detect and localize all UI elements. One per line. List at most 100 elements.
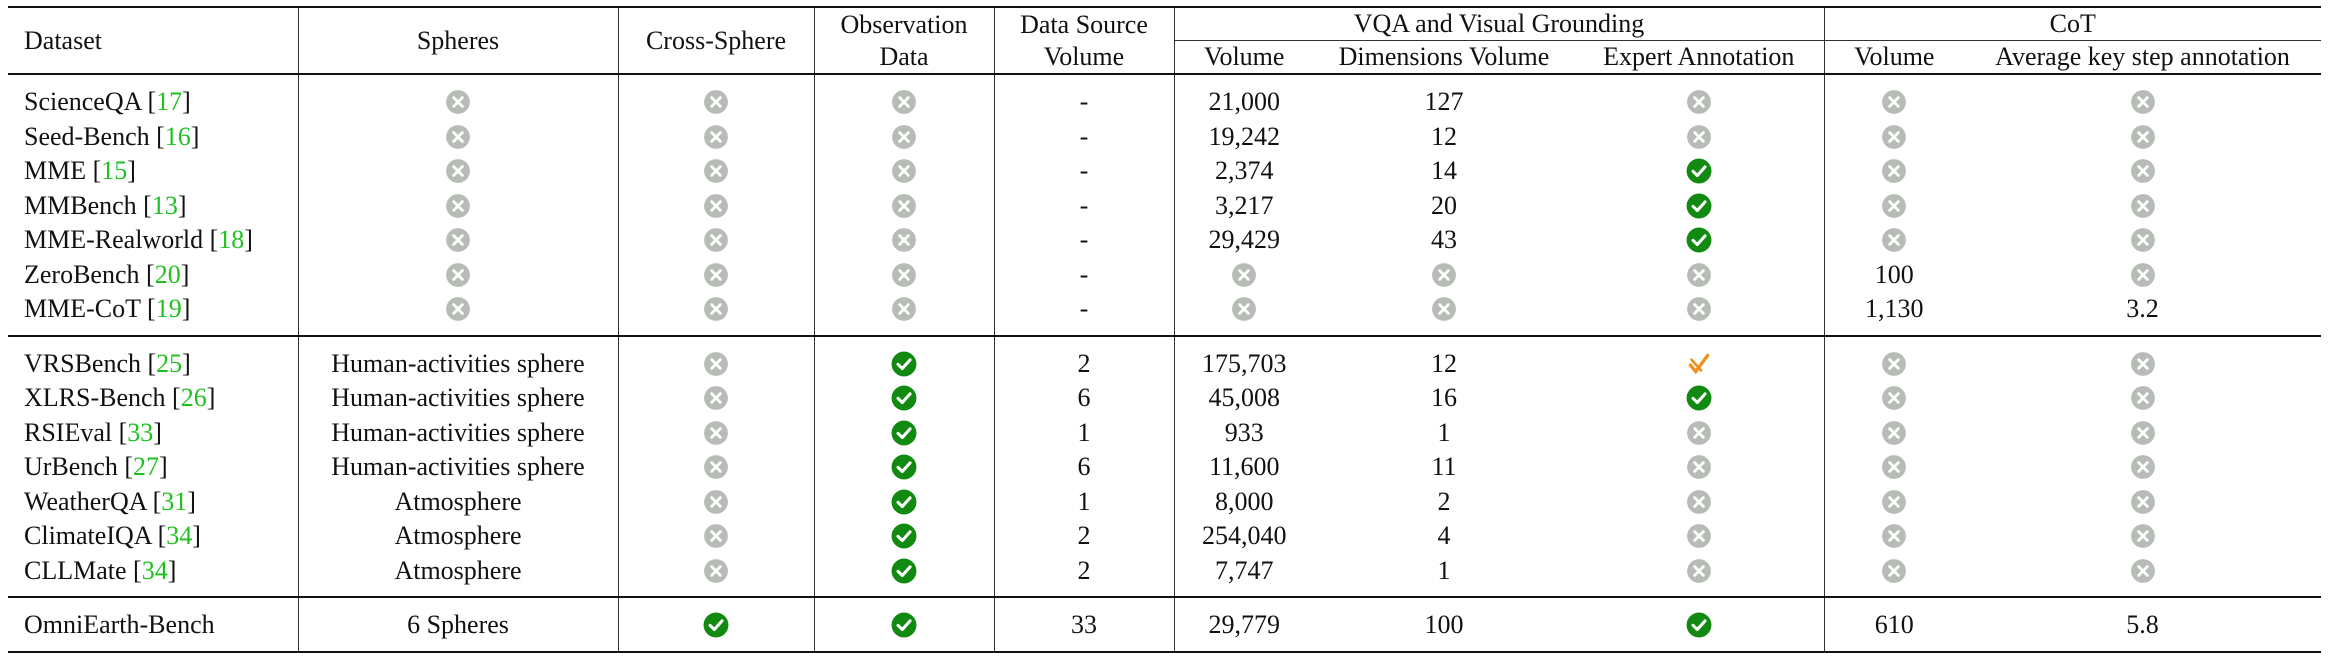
observation-data-cell: [814, 223, 995, 258]
observation-data-cell: [814, 188, 995, 223]
average-key-step-cell: [1964, 416, 2321, 451]
circle-x-icon: [445, 262, 471, 288]
dataset-name-cell: VRSBench [25]: [8, 334, 299, 381]
observation-data-cell: [814, 484, 995, 519]
circle-x-icon: [1686, 296, 1712, 322]
cot-volume-cell: 610: [1824, 596, 1965, 653]
dataset-name: OmniEarth-Bench: [24, 610, 215, 640]
header-vqa-group: VQA and Visual Grounding: [1174, 6, 1825, 41]
circle-x-icon: [1231, 296, 1257, 322]
data-source-volume-value: -: [1079, 190, 1089, 220]
vqa-volume-cell: 8,000: [1174, 485, 1314, 520]
table-row: Seed-Bench [16] - 19,242 12: [8, 119, 2321, 155]
spheres-cell: Human-activities sphere: [298, 415, 619, 450]
citation-link[interactable]: 18: [218, 225, 245, 255]
circle-x-icon: [891, 124, 917, 150]
dimensions-volume-cell: 16: [1314, 381, 1574, 416]
expert-annotation-cell: [1574, 519, 1825, 554]
expert-annotation-cell: [1574, 553, 1825, 597]
circle-x-icon: [2130, 262, 2156, 288]
expert-annotation-cell: [1574, 119, 1825, 154]
average-key-step-cell: [1964, 450, 2321, 485]
circle-x-icon: [445, 227, 471, 253]
table-row: XLRS-Bench [26] Human-activities sphere 6 4…: [8, 381, 2321, 416]
citation-link[interactable]: 20: [154, 259, 181, 289]
circle-check-icon: [891, 454, 917, 480]
circle-x-icon: [2130, 420, 2156, 446]
dataset-name-cell: RSIEval [33]: [8, 415, 299, 450]
dimensions-volume-value: 2: [1437, 486, 1451, 516]
circle-x-icon: [703, 158, 729, 184]
circle-x-icon: [703, 89, 729, 115]
observation-data-cell: [814, 450, 995, 485]
spheres-cell: [298, 257, 619, 292]
spheres-cell: [298, 188, 619, 223]
vqa-volume-cell: 29,429: [1174, 223, 1314, 258]
citation-link[interactable]: 27: [133, 452, 160, 482]
spheres-cell: [298, 73, 619, 120]
dataset-name-cell: XLRS-Bench [26]: [8, 381, 299, 416]
data-source-volume-cell: 33: [994, 596, 1175, 653]
citation-link[interactable]: 16: [164, 121, 191, 151]
average-key-step-cell: [1964, 485, 2321, 520]
expert-annotation-cell: [1574, 334, 1825, 381]
header-observation-line2: Data: [879, 41, 929, 71]
vqa-volume-cell: 19,242: [1174, 120, 1314, 155]
citation-link[interactable]: 34: [166, 521, 193, 551]
circle-check-icon: [1686, 193, 1712, 219]
data-source-volume-cell: -: [994, 292, 1175, 336]
vqa-volume-cell: 2,374: [1174, 154, 1314, 189]
citation-link[interactable]: 19: [155, 294, 182, 324]
dataset-name: ClimateIQA: [24, 521, 152, 551]
cot-volume-cell: [1824, 416, 1964, 451]
circle-x-icon: [703, 124, 729, 150]
dataset-name: RSIEval: [24, 417, 113, 447]
circle-x-icon: [1231, 262, 1257, 288]
spheres-value: Human-activities sphere: [331, 452, 585, 482]
table-row: MME [15] - 2,374 14: [8, 154, 2321, 189]
vqa-volume-cell: [1174, 258, 1314, 293]
citation-link[interactable]: 15: [101, 156, 128, 186]
cot-volume-cell: [1824, 381, 1964, 416]
citation-link[interactable]: 31: [161, 486, 188, 516]
dataset-name: MMBench: [24, 190, 137, 220]
average-key-step-value: 5.8: [2126, 610, 2159, 640]
spheres-cell: [298, 223, 619, 258]
citation-link[interactable]: 26: [180, 383, 207, 413]
expert-annotation-cell: [1574, 257, 1825, 292]
circle-x-icon: [1881, 420, 1907, 446]
vqa-volume-value: 11,600: [1208, 452, 1280, 482]
circle-check-icon: [891, 558, 917, 584]
circle-check-icon: [891, 420, 917, 446]
observation-data-cell: [814, 381, 995, 416]
cross-sphere-cell: [618, 188, 815, 223]
circle-x-icon: [2130, 193, 2156, 219]
orange-check-mark-icon: [1686, 351, 1712, 377]
average-key-step-cell: [1964, 258, 2321, 293]
table-row: VRSBench [25] Human-activities sphere 2 175…: [8, 334, 2322, 381]
circle-x-icon: [703, 558, 729, 584]
citation-link[interactable]: 17: [156, 87, 183, 117]
circle-check-icon: [703, 612, 729, 638]
observation-data-cell: [814, 73, 995, 120]
citation-link[interactable]: 33: [127, 417, 154, 447]
average-key-step-cell: [1964, 73, 2322, 120]
average-key-step-cell: 5.8: [1964, 596, 2322, 653]
table-row: MME-Realworld [18] - 29,429 43: [8, 223, 2321, 258]
circle-x-icon: [703, 296, 729, 322]
citation-link[interactable]: 25: [156, 348, 183, 378]
vqa-volume-cell: 3,217: [1174, 189, 1314, 224]
cot-volume-cell: [1824, 334, 1965, 381]
expert-annotation-cell: [1574, 188, 1825, 223]
cot-volume-cell: [1824, 189, 1964, 224]
circle-x-icon: [1881, 193, 1907, 219]
data-source-volume-cell: -: [994, 188, 1175, 223]
circle-x-icon: [703, 420, 729, 446]
citation-link[interactable]: 34: [141, 555, 168, 585]
dimensions-volume-value: 127: [1424, 87, 1464, 117]
vqa-volume-cell: 175,703: [1174, 334, 1314, 381]
vqa-volume-cell: 7,747: [1174, 554, 1314, 598]
citation-link[interactable]: 13: [151, 190, 178, 220]
dimensions-volume-cell: [1314, 292, 1574, 336]
spheres-cell: Human-activities sphere: [298, 334, 619, 381]
